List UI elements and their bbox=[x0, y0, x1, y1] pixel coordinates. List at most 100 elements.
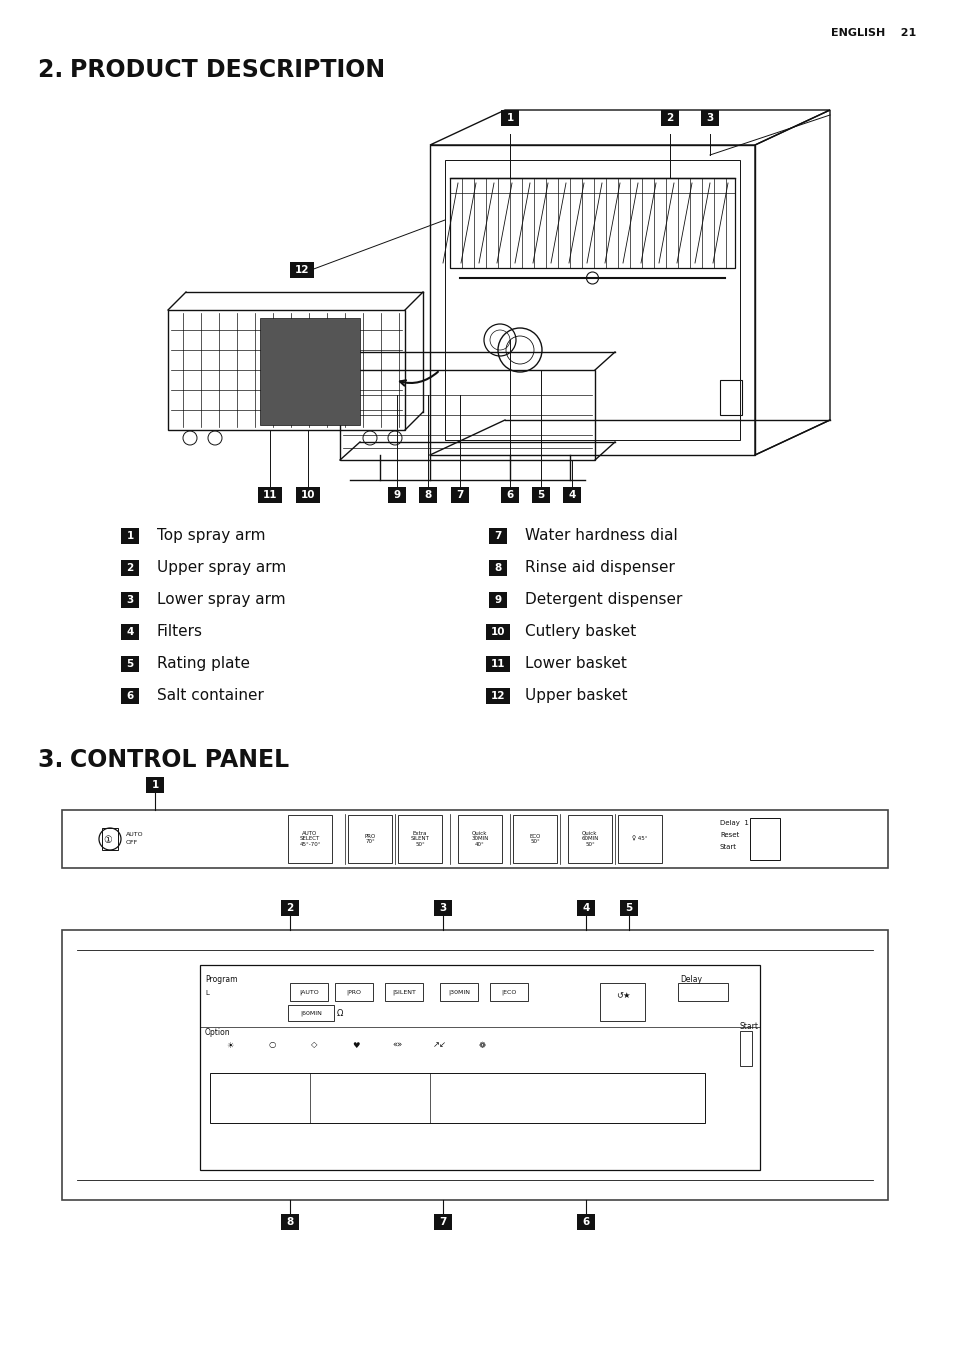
Bar bbox=[577, 900, 594, 917]
Bar bbox=[62, 930, 887, 1201]
Bar bbox=[281, 900, 298, 917]
Text: ↺★: ↺★ bbox=[615, 991, 630, 999]
Text: Reset: Reset bbox=[720, 831, 739, 838]
Text: 12: 12 bbox=[490, 691, 505, 700]
Bar bbox=[486, 656, 509, 672]
Text: 9: 9 bbox=[494, 595, 501, 604]
Text: 4: 4 bbox=[568, 489, 575, 500]
Bar bbox=[434, 1214, 452, 1230]
Bar bbox=[451, 487, 468, 503]
Text: 11: 11 bbox=[262, 489, 277, 500]
Bar bbox=[200, 965, 760, 1169]
Bar bbox=[258, 487, 281, 503]
Bar bbox=[121, 625, 138, 639]
Bar bbox=[749, 818, 780, 860]
Bar bbox=[678, 983, 727, 1000]
Text: 5: 5 bbox=[537, 489, 544, 500]
Bar bbox=[385, 983, 422, 1000]
Text: Detergent dispenser: Detergent dispenser bbox=[524, 592, 681, 607]
Text: 10: 10 bbox=[490, 627, 505, 637]
Text: 6: 6 bbox=[581, 1217, 589, 1228]
Bar bbox=[618, 815, 661, 863]
Text: Top spray arm: Top spray arm bbox=[157, 529, 265, 544]
Text: 2: 2 bbox=[126, 562, 133, 573]
Text: 1: 1 bbox=[152, 780, 158, 790]
Bar bbox=[489, 592, 506, 608]
Bar bbox=[335, 983, 373, 1000]
Text: 2.: 2. bbox=[38, 58, 71, 82]
Bar bbox=[296, 487, 319, 503]
Bar bbox=[599, 983, 644, 1021]
Text: Filters: Filters bbox=[157, 625, 203, 639]
Text: OFF: OFF bbox=[126, 841, 138, 845]
Text: 7: 7 bbox=[494, 531, 501, 541]
Bar bbox=[388, 487, 405, 503]
Bar bbox=[500, 487, 518, 503]
Bar bbox=[439, 983, 477, 1000]
Text: L: L bbox=[205, 990, 209, 996]
Text: PRODUCT DESCRIPTION: PRODUCT DESCRIPTION bbox=[70, 58, 385, 82]
Text: 7: 7 bbox=[456, 489, 463, 500]
Text: Lower spray arm: Lower spray arm bbox=[157, 592, 285, 607]
Text: 8: 8 bbox=[494, 562, 501, 573]
Text: 10: 10 bbox=[300, 489, 314, 500]
Text: CONTROL PANEL: CONTROL PANEL bbox=[70, 748, 289, 772]
Bar bbox=[490, 983, 527, 1000]
Text: Option: Option bbox=[205, 1028, 231, 1037]
Text: ❁: ❁ bbox=[478, 1041, 485, 1049]
Text: Cutlery basket: Cutlery basket bbox=[524, 625, 636, 639]
Text: ♥: ♥ bbox=[352, 1041, 359, 1049]
Text: Rating plate: Rating plate bbox=[157, 656, 250, 671]
Bar bbox=[397, 815, 441, 863]
Text: ECO
50°: ECO 50° bbox=[529, 834, 540, 845]
Text: 5: 5 bbox=[126, 658, 133, 669]
Text: 11: 11 bbox=[490, 658, 505, 669]
Bar bbox=[486, 688, 509, 704]
Bar bbox=[434, 900, 452, 917]
Text: ①: ① bbox=[104, 836, 112, 845]
Bar bbox=[444, 160, 740, 439]
Bar bbox=[486, 625, 509, 639]
Text: 2: 2 bbox=[666, 114, 673, 123]
Text: 2: 2 bbox=[286, 903, 294, 913]
Text: Rinse aid dispenser: Rinse aid dispenser bbox=[524, 560, 674, 575]
Bar bbox=[489, 560, 506, 576]
Bar bbox=[121, 592, 138, 608]
Text: 3: 3 bbox=[705, 114, 713, 123]
Text: |AUTO: |AUTO bbox=[299, 990, 318, 995]
Text: 1: 1 bbox=[126, 531, 133, 541]
Bar bbox=[62, 810, 887, 868]
Bar bbox=[720, 380, 741, 415]
Text: |60MIN: |60MIN bbox=[300, 1010, 321, 1015]
Bar bbox=[121, 688, 138, 704]
Bar bbox=[290, 983, 328, 1000]
Bar bbox=[513, 815, 557, 863]
Bar bbox=[567, 815, 612, 863]
Bar bbox=[457, 815, 501, 863]
Bar bbox=[740, 1032, 751, 1065]
Bar bbox=[500, 110, 518, 126]
Text: Start: Start bbox=[720, 844, 737, 850]
Text: 12: 12 bbox=[294, 265, 309, 274]
Text: ♀ 45°: ♀ 45° bbox=[632, 837, 647, 842]
Text: AUTO
SELECT
45°-70°: AUTO SELECT 45°-70° bbox=[299, 830, 320, 848]
Text: «»: «» bbox=[393, 1041, 403, 1049]
Bar bbox=[348, 815, 392, 863]
Bar bbox=[146, 777, 164, 794]
Text: Extra
SILENT
50°: Extra SILENT 50° bbox=[410, 830, 429, 848]
Text: ☀: ☀ bbox=[226, 1041, 233, 1049]
Text: 5: 5 bbox=[625, 903, 632, 913]
Text: AUTO: AUTO bbox=[126, 833, 144, 837]
Bar bbox=[577, 1214, 594, 1230]
Text: 1: 1 bbox=[506, 114, 513, 123]
Bar bbox=[450, 178, 734, 268]
Bar bbox=[210, 1073, 704, 1124]
Text: 8: 8 bbox=[286, 1217, 294, 1228]
Text: 3: 3 bbox=[439, 903, 446, 913]
Bar bbox=[339, 370, 595, 460]
Bar bbox=[660, 110, 679, 126]
Bar bbox=[121, 656, 138, 672]
Text: |PRO: |PRO bbox=[346, 990, 361, 995]
Text: Quick
30MIN
40°: Quick 30MIN 40° bbox=[471, 830, 488, 848]
Text: Ω: Ω bbox=[336, 1009, 343, 1018]
